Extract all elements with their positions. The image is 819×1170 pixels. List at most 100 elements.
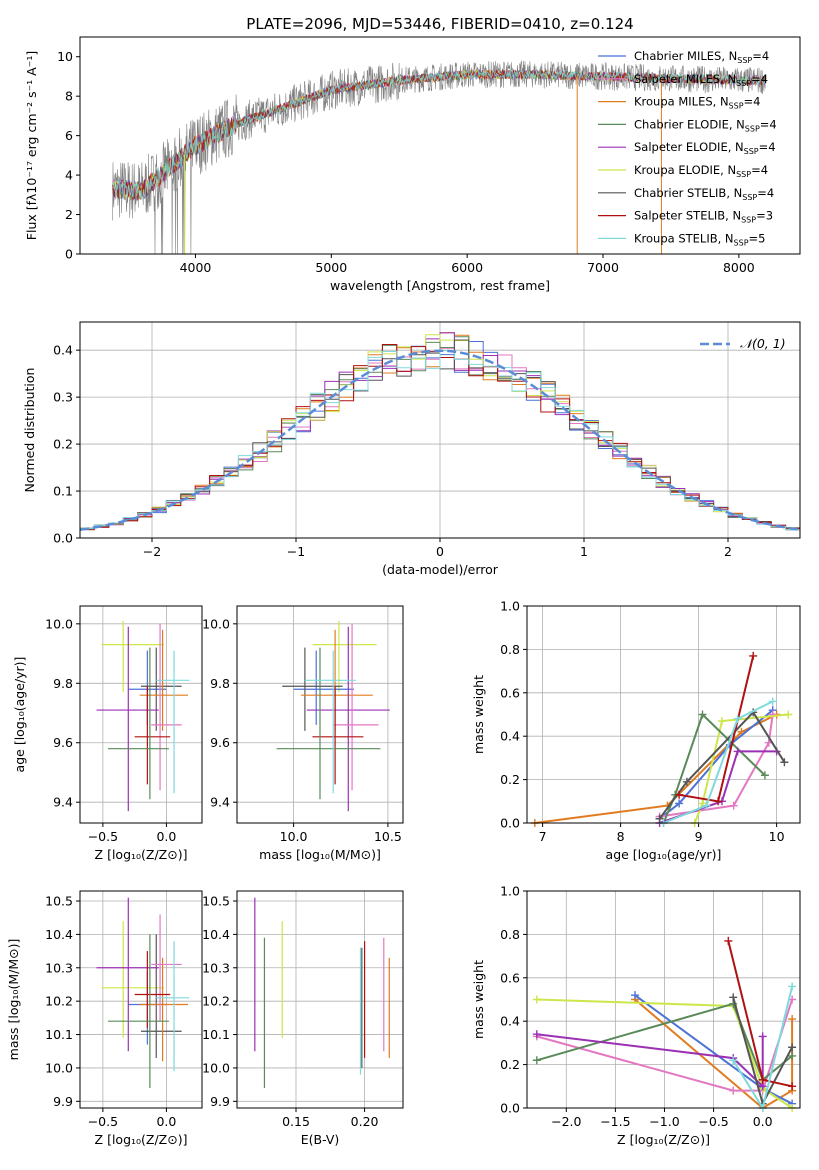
x-tick-label: 2: [724, 544, 732, 559]
model-line-kroupa_stelib: [112, 69, 766, 200]
legend-value: =5: [749, 231, 766, 245]
y-tick-label: 1.0: [500, 599, 520, 614]
x-tick-label: 8: [617, 829, 625, 844]
errorbars: [276, 620, 390, 812]
y-axis-label: mass weight: [471, 960, 486, 1039]
y-tick-label: 0.0: [500, 816, 520, 831]
weight-marker: [532, 995, 541, 1004]
x-tick-label: 6000: [451, 260, 483, 275]
weight-marker: [733, 747, 742, 756]
axes-frame: [236, 605, 404, 824]
y-tick-label: 10.1: [202, 1027, 230, 1042]
chart-residuals: −2 −1 0 1 2 0.0 0.1 0.2 0.3 0.4 (data-model)/error…: [22, 321, 801, 577]
weight-marker: [532, 1056, 541, 1065]
weight-line-chabrier_elodie: [536, 1002, 793, 1082]
x-axis-label: age [log₁₀(age/yr)]: [606, 847, 722, 862]
y-tick-label: 0.4: [500, 729, 520, 744]
y-tick-label: 10.2: [45, 994, 73, 1009]
axes-frame: [236, 890, 404, 1109]
gaussian-curve: [80, 349, 800, 532]
legend-subscript: SSP: [744, 147, 759, 156]
y-tick-label: 0.0: [53, 531, 73, 546]
weight-marker: [729, 1056, 738, 1065]
model-line-kroupa_elodie: [112, 69, 766, 200]
weight-marker: [788, 1082, 797, 1091]
x-axis-label: wavelength [Angstrom, rest frame]: [330, 278, 550, 293]
x-tick-label: −0.5: [698, 1114, 728, 1129]
y-tick-label: 10.5: [45, 894, 73, 909]
x-tick-label: 10: [769, 829, 785, 844]
weight-lines: [532, 936, 797, 1112]
x-tick-label: 0.0: [156, 829, 176, 844]
legend-subscript: SSP: [736, 79, 751, 88]
y-tick-label: 10.3: [202, 960, 230, 975]
legend: Chabrier MILES, NSSP=4 Salpeter MILES, NS…: [598, 49, 777, 247]
x-tick-label: −2: [143, 544, 161, 559]
weight-line-kroupa_miles: [534, 713, 778, 824]
x-tick-label: 0.20: [351, 1114, 379, 1129]
legend-value: =4: [751, 72, 768, 86]
weight-marker: [682, 777, 691, 786]
y-tick-label: 10.0: [45, 1060, 73, 1075]
y-tick-label: 9.8: [53, 676, 73, 691]
chart-age_vs_mass: 10.0 10.5 9.4 9.6 9.8 10.0 mass [log₁₀(M/M⊙)]: [202, 605, 404, 862]
weight-marker: [714, 797, 723, 806]
histograms: [80, 332, 800, 532]
x-tick-label: −0.5: [88, 1114, 118, 1129]
legend-subscript: SSP: [745, 124, 760, 133]
weight-lines: [530, 651, 793, 827]
x-tick-label: 8000: [723, 260, 755, 275]
errorbars: [96, 897, 190, 1088]
y-tick-label: 10.5: [202, 894, 230, 909]
weight-marker: [768, 697, 777, 706]
legend-label: 𝒩(0, 1): [740, 336, 786, 351]
y-tick-label: 4: [65, 168, 73, 183]
weight-marker: [784, 710, 793, 719]
x-tick-label: 10.5: [374, 829, 402, 844]
weight-marker: [788, 982, 797, 991]
y-tick-label: 10.4: [45, 927, 73, 942]
y-axis-label: mass [log₁₀(M/M⊙)]: [6, 939, 21, 1061]
y-axis-label: mass weight: [471, 675, 486, 754]
weight-marker: [760, 771, 769, 780]
y-tick-label: 10.0: [202, 1060, 230, 1075]
legend-label: Kroupa ELODIE, NSSP=4: [634, 163, 768, 179]
y-tick-label: 10.0: [202, 616, 230, 631]
y-tick-label: 8: [65, 89, 73, 104]
histogram-step-kroupa_stelib: [80, 350, 800, 531]
legend-subscript: SSP: [742, 193, 757, 202]
legend-label: Chabrier ELODIE, NSSP=4: [634, 117, 777, 133]
legend-value: =4: [744, 95, 761, 109]
y-axis-label: Normed distribution: [22, 368, 37, 493]
weight-marker: [758, 1032, 767, 1041]
y-tick-label: 9.8: [210, 676, 230, 691]
y-tick-label: 10.0: [45, 616, 73, 631]
chart-age_vs_Z: −0.5 0.0 9.4 9.6 9.8 10.0 Z [log₁₀(Z/Z⊙)] age […: [12, 605, 203, 862]
legend-label: Salpeter ELODIE, NSSP=4: [634, 140, 776, 156]
axes-frame: [79, 321, 801, 539]
y-tick-label: 9.4: [53, 795, 73, 810]
legend-value: =4: [759, 140, 776, 154]
x-tick-label: 7000: [587, 260, 619, 275]
x-tick-label: 0.0: [156, 1114, 176, 1129]
weight-marker: [631, 991, 640, 1000]
legend-label: Salpeter MILES, NSSP=4: [634, 72, 768, 88]
legend-value: =4: [757, 186, 774, 200]
y-tick-label: 0.8: [500, 642, 520, 657]
legend-value: =4: [751, 163, 768, 177]
axes-frame: [526, 890, 801, 1109]
weight-line-kroupa_elodie: [693, 713, 789, 824]
weight-marker: [729, 993, 738, 1002]
x-tick-label: −2.0: [551, 1114, 581, 1129]
x-axis-label: (data-model)/error: [382, 562, 499, 577]
y-tick-label: 0.2: [500, 772, 520, 787]
weight-marker: [788, 1043, 797, 1052]
legend-label: Chabrier STELIB, NSSP=4: [634, 186, 774, 202]
legend-subscript: SSP: [737, 56, 752, 65]
legend-value: =4: [760, 117, 777, 131]
axes-frame: [526, 605, 801, 824]
legend-label: Kroupa STELIB, NSSP=5: [634, 231, 765, 247]
x-axis-label: Z [log₁₀(Z/Z⊙)]: [95, 847, 188, 862]
x-tick-label: 7: [539, 829, 547, 844]
x-tick-label: 1: [580, 544, 588, 559]
